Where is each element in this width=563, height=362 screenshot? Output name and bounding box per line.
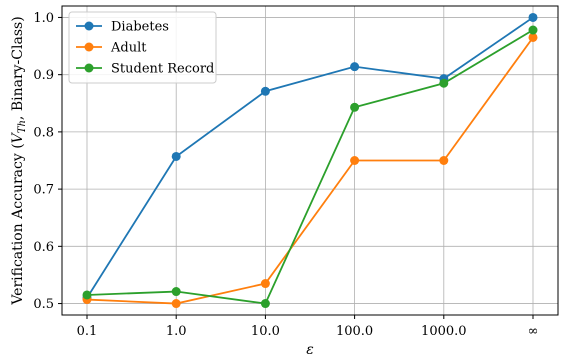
y-tick-label: 0.6 (33, 240, 54, 255)
series-diabetes (82, 12, 538, 303)
series-layer (82, 12, 538, 309)
legend-marker (84, 42, 94, 52)
series-line-student-record (86, 29, 534, 305)
x-tick-label: 100.0 (336, 324, 373, 339)
data-point-student-record (528, 25, 538, 35)
y-tick-label: 0.5 (33, 297, 54, 312)
data-point-diabetes (171, 151, 181, 161)
data-point-adult (171, 299, 181, 309)
y-axis-label-prefix: Verification Accuracy ( (10, 143, 26, 305)
legend-label: Student Record (111, 62, 214, 77)
series-student-record (82, 25, 538, 309)
y-axis-label-sub: Th (17, 120, 28, 133)
y-tick-label: 0.9 (33, 68, 54, 83)
x-tick-label: 10.0 (251, 324, 280, 339)
data-point-diabetes (528, 12, 538, 22)
data-point-student-record (439, 78, 449, 88)
plot-frame (61, 5, 559, 316)
series-line-adult (86, 36, 534, 305)
data-point-diabetes (260, 86, 270, 96)
y-tick-label: 0.8 (33, 125, 54, 140)
y-axis-label-suffix: , Binary-Class) (10, 16, 26, 120)
y-axis-label-v: V (10, 131, 26, 143)
legend: Diabetes Adult Student Record (68, 11, 217, 84)
legend-marker (84, 63, 94, 73)
legend-label: Adult (110, 41, 147, 56)
data-point-adult (528, 32, 538, 42)
data-point-adult (439, 156, 449, 165)
x-tick-label: 1000.0 (421, 324, 467, 339)
data-point-adult (260, 279, 270, 289)
x-tick-label: 1.0 (166, 324, 187, 339)
x-axis-label: ε (306, 342, 314, 358)
legend-label: Diabetes (111, 20, 169, 35)
y-axis-label: Verification Accuracy (VTh, Binary-Class… (10, 16, 28, 305)
y-axis-ticks: 0.5 0.6 0.7 0.8 0.9 1.0 (33, 11, 62, 312)
data-point-student-record (82, 290, 92, 300)
series-line-diabetes (86, 16, 534, 299)
x-axis-ticks: 0.1 1.0 10.0 100.0 1000.0 ∞ (77, 315, 539, 339)
y-tick-label: 0.7 (33, 183, 54, 198)
data-point-student-record (171, 287, 181, 297)
data-point-student-record (350, 102, 360, 112)
y-tick-label: 1.0 (33, 11, 54, 26)
legend-marker (84, 21, 94, 31)
data-point-student-record (260, 299, 270, 309)
legend-box (68, 11, 217, 84)
x-tick-label: ∞ (528, 324, 539, 339)
data-point-adult (350, 156, 360, 165)
data-point-diabetes (350, 62, 360, 72)
x-tick-label: 0.1 (77, 324, 98, 339)
